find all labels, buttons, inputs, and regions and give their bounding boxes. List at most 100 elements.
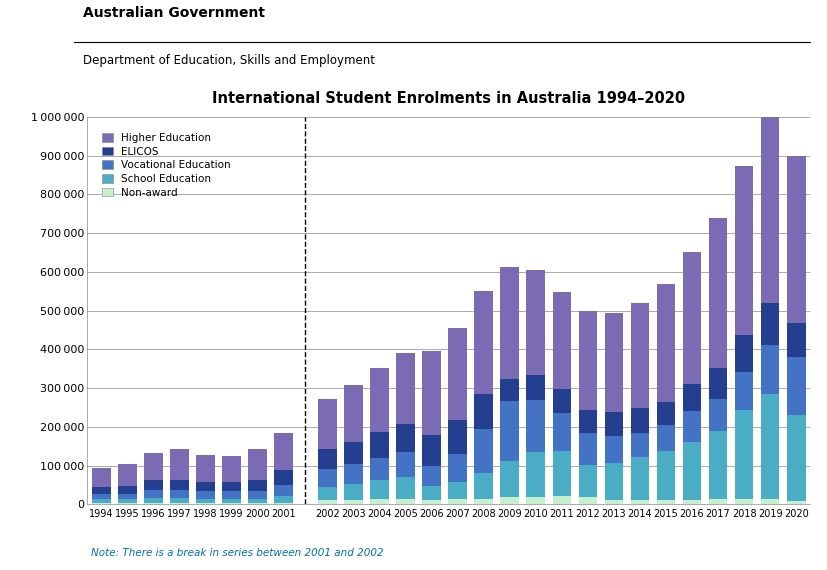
Bar bbox=[682, 252, 701, 384]
Bar bbox=[527, 452, 545, 496]
Bar bbox=[631, 408, 649, 433]
Bar bbox=[761, 345, 780, 394]
Bar bbox=[423, 435, 441, 466]
Bar bbox=[248, 449, 266, 480]
Bar bbox=[605, 313, 624, 412]
Bar bbox=[144, 453, 163, 481]
Bar bbox=[344, 464, 363, 484]
Bar bbox=[552, 496, 571, 504]
Bar bbox=[605, 436, 624, 463]
Bar bbox=[144, 491, 163, 498]
Bar bbox=[144, 503, 163, 504]
Bar bbox=[605, 463, 624, 500]
Bar bbox=[318, 449, 337, 469]
Bar bbox=[552, 451, 571, 496]
Bar bbox=[448, 482, 467, 499]
Bar bbox=[657, 425, 676, 451]
Bar bbox=[396, 499, 415, 504]
Bar bbox=[527, 496, 545, 504]
Bar bbox=[196, 503, 215, 504]
Bar bbox=[423, 486, 441, 500]
Bar bbox=[344, 385, 363, 442]
Bar bbox=[144, 481, 163, 491]
Bar bbox=[709, 499, 728, 504]
Bar bbox=[344, 442, 363, 464]
Bar bbox=[657, 500, 676, 504]
Bar bbox=[318, 469, 337, 487]
Bar bbox=[222, 499, 241, 503]
Bar bbox=[248, 491, 266, 499]
Bar bbox=[144, 498, 163, 503]
Bar bbox=[170, 449, 189, 479]
Bar bbox=[396, 452, 415, 477]
Bar bbox=[500, 498, 519, 504]
Bar bbox=[318, 500, 337, 504]
Bar bbox=[344, 484, 363, 500]
Bar bbox=[196, 499, 215, 503]
Bar bbox=[709, 218, 728, 368]
Bar bbox=[761, 109, 780, 303]
Bar bbox=[709, 400, 728, 431]
Bar bbox=[423, 500, 441, 504]
Bar bbox=[248, 499, 266, 503]
Bar bbox=[657, 283, 676, 402]
Bar bbox=[475, 429, 493, 474]
Bar bbox=[274, 433, 293, 470]
Bar bbox=[274, 503, 293, 504]
Bar bbox=[117, 499, 136, 503]
Bar bbox=[605, 500, 624, 504]
Bar bbox=[423, 351, 441, 435]
Bar bbox=[222, 482, 241, 491]
Bar bbox=[92, 494, 111, 499]
Bar bbox=[344, 500, 363, 504]
Title: International Student Enrolments in Australia 1994–2020: International Student Enrolments in Aust… bbox=[212, 91, 686, 106]
Bar bbox=[170, 479, 189, 491]
Bar bbox=[500, 461, 519, 498]
Bar bbox=[579, 311, 597, 410]
Bar bbox=[370, 368, 389, 433]
Bar bbox=[370, 480, 389, 499]
Bar bbox=[117, 464, 136, 486]
Bar bbox=[500, 379, 519, 401]
Bar bbox=[500, 267, 519, 379]
Bar bbox=[274, 470, 293, 484]
Bar bbox=[475, 499, 493, 504]
Bar bbox=[579, 465, 597, 498]
Bar bbox=[475, 474, 493, 499]
Bar bbox=[734, 410, 753, 499]
Bar bbox=[170, 498, 189, 503]
Legend: Higher Education, ELICOS, Vocational Education, School Education, Non-award: Higher Education, ELICOS, Vocational Edu… bbox=[99, 130, 234, 201]
Bar bbox=[196, 491, 215, 499]
Bar bbox=[248, 480, 266, 491]
Bar bbox=[370, 458, 389, 480]
Bar bbox=[527, 400, 545, 452]
Bar bbox=[248, 503, 266, 504]
Bar bbox=[196, 455, 215, 482]
Bar bbox=[631, 433, 649, 457]
Bar bbox=[475, 394, 493, 429]
Bar bbox=[92, 469, 111, 487]
Bar bbox=[117, 486, 136, 494]
Bar bbox=[222, 457, 241, 482]
Bar bbox=[448, 328, 467, 420]
Bar bbox=[631, 457, 649, 500]
Bar bbox=[605, 412, 624, 436]
Bar bbox=[734, 166, 753, 335]
Bar bbox=[552, 389, 571, 413]
Text: Australian Government: Australian Government bbox=[83, 6, 265, 20]
Bar bbox=[786, 357, 805, 416]
Bar bbox=[631, 303, 649, 408]
Bar bbox=[527, 270, 545, 374]
Bar bbox=[396, 352, 415, 424]
Bar bbox=[274, 484, 293, 495]
Bar bbox=[222, 503, 241, 504]
Bar bbox=[396, 477, 415, 499]
Bar bbox=[579, 410, 597, 433]
Bar bbox=[448, 420, 467, 454]
Bar bbox=[761, 303, 780, 345]
Bar bbox=[761, 499, 780, 504]
Text: Note: There is a break in series between 2001 and 2002: Note: There is a break in series between… bbox=[91, 548, 384, 558]
Bar bbox=[552, 413, 571, 451]
Bar bbox=[370, 499, 389, 504]
Bar bbox=[682, 500, 701, 504]
